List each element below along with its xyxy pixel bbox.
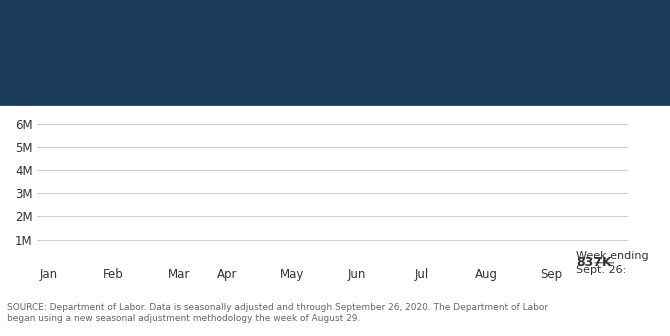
Text: 837K: 837K bbox=[576, 256, 612, 269]
Text: SOURCE: Department of Labor. Data is seasonally adjusted and through September 2: SOURCE: Department of Labor. Data is sea… bbox=[7, 303, 548, 323]
Text: Initial claims for unemployment insurance: Initial claims for unemployment insuranc… bbox=[7, 10, 434, 28]
Text: Weekly in 2020, seasonally adjusted: Weekly in 2020, seasonally adjusted bbox=[7, 57, 222, 70]
Text: Week ending
Sept. 26:: Week ending Sept. 26: bbox=[576, 251, 649, 275]
